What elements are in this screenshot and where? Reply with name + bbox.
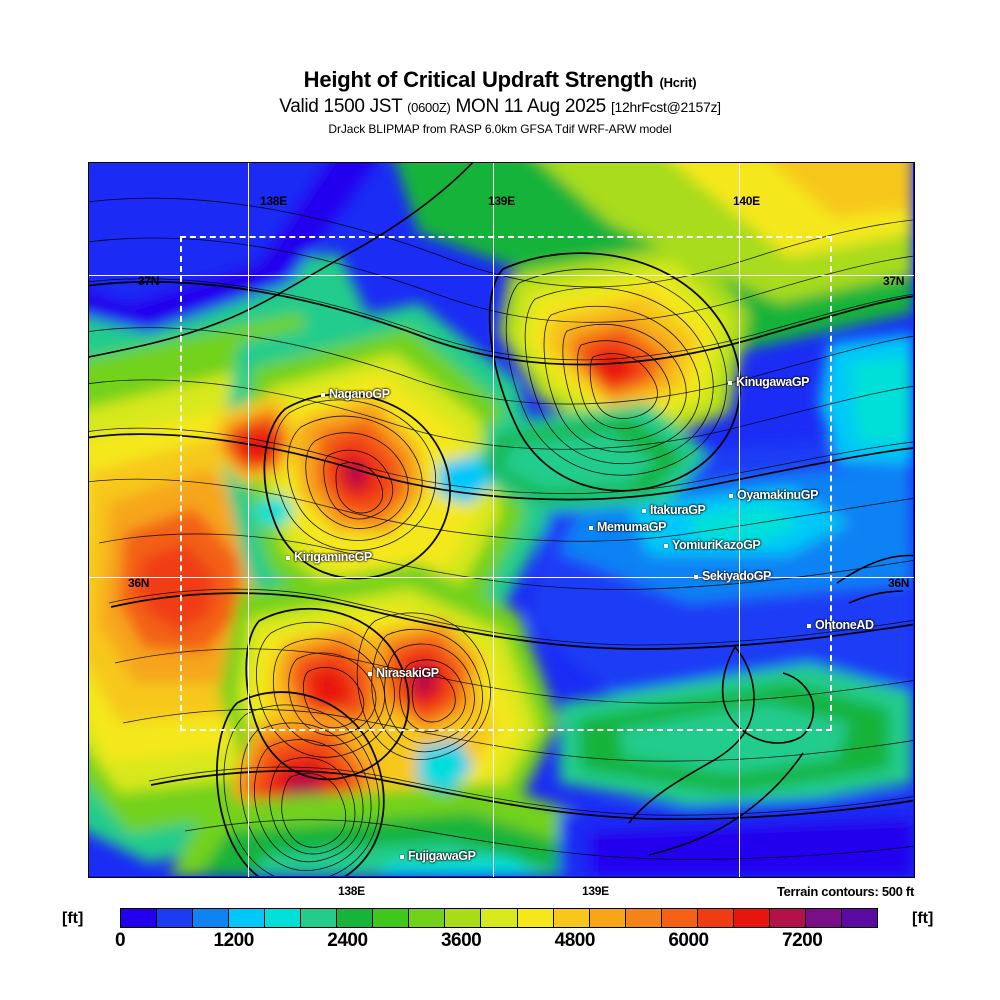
gridline-lat-37n [89,275,914,276]
colorbar-segment-16 [697,909,734,927]
colorbar-segment-10 [481,909,518,927]
colorbar-segment-11 [517,909,554,927]
station-label: FujigawaGP [408,849,476,863]
station-dot-icon [321,392,325,397]
station-dot-icon [729,493,733,498]
station-marker-yomiurikazogp: YomiuriKazoGP [664,538,761,552]
station-dot-icon [400,854,404,859]
colorbar[interactable] [120,908,878,928]
colorbar-segment-19 [805,909,842,927]
station-marker-kinugawagp: KinugawaGP [728,375,809,389]
colorbar-segment-9 [445,909,482,927]
station-label: MemumaGP [597,520,667,534]
station-dot-icon [664,543,668,548]
station-label: KinugawaGP [736,375,810,389]
title-main-text: Height of Critical Updraft Strength [303,67,654,92]
station-label: KirigamineGP [294,550,372,564]
gridline-lat-36n [89,577,914,578]
latitude-label-36n-2: 36N [128,576,150,590]
title-block: Height of Critical Updraft Strength (Hcr… [0,68,1000,138]
station-dot-icon [286,555,290,560]
colorbar-segment-12 [553,909,590,927]
colorbar-segment-17 [733,909,770,927]
latitude-label-37n-1: 37N [883,274,905,288]
longitude-label-139e-1: 139E [488,194,515,208]
latitude-label-37n-0: 37N [138,274,160,288]
page-title: Height of Critical Updraft Strength (Hcr… [0,68,1000,95]
colorbar-tick-1200: 1200 [213,930,255,951]
colorbar-segment-13 [589,909,626,927]
station-marker-oyamakinugp: OyamakinuGP [729,488,818,502]
colorbar-segment-20 [841,909,877,927]
colorbar-tick-7200: 7200 [782,930,823,951]
map-overlay: NaganoGP KinugawaGP OyamakinuGP ItakuraGP Me… [89,163,914,877]
valid-time-local: Valid 1500 JST [279,96,403,117]
station-label: YomiuriKazoGP [672,538,761,552]
station-label: SekiyadoGP [702,569,771,583]
gridline-lon-140e [739,163,740,877]
colorbar-tick-3600: 3600 [440,930,482,951]
colorbar-tick-4800: 4800 [554,930,596,951]
forecast-raster [89,163,913,876]
colorbar-tick-6000: 6000 [668,930,709,951]
bottom-longitude-label-138e: 138E [338,884,365,898]
colorbar-tick-2400: 2400 [327,930,368,951]
terrain-contour-note: Terrain contours: 500 ft [776,884,914,899]
latitude-label-36n-3: 36N [888,576,910,590]
colorbar-segment-8 [409,909,446,927]
station-label: OhtoneAD [815,618,874,632]
station-marker-fujigawagp: FujigawaGP [400,849,476,863]
station-label: NaganoGP [329,387,390,401]
station-marker-ohtonead: OhtoneAD [807,618,874,632]
colorbar-segment-3 [229,909,266,927]
station-dot-icon [694,574,698,579]
colorbar-segment-1 [157,909,194,927]
title-superscript: (Hcrit) [659,75,697,90]
station-label: NirasakiGP [376,666,439,680]
colorbar-segment-7 [373,909,410,927]
station-marker-sekiyadogp: SekiyadoGP [694,569,771,583]
station-label: ItakuraGP [650,503,706,517]
colorbar-segment-15 [661,909,698,927]
colorbar-unit-right: [ft] [912,910,934,927]
bottom-longitude-label-139e: 139E [582,884,609,898]
forecast-domain-box [180,236,832,731]
station-dot-icon [368,671,372,676]
station-dot-icon [642,508,646,513]
colorbar-segment-5 [301,909,338,927]
longitude-label-140e-2: 140E [733,194,760,208]
colorbar-segment-2 [193,909,230,927]
station-marker-naganogp: NaganoGP [321,387,390,401]
colorbar-segment-0 [121,909,158,927]
forecast-tag: [12hrFcst@2157z] [610,99,721,115]
station-label: OyamakinuGP [737,488,819,502]
gridline-lon-139e [493,163,494,877]
colorbar-segment-4 [265,909,302,927]
valid-time-utc: (0600Z) [407,100,451,115]
model-source-line: DrJack BLIPMAP from RASP 6.0km GFSA Tdif… [328,122,672,136]
station-marker-memumagp: MemumaGP [589,520,666,534]
station-dot-icon [807,623,811,628]
valid-time-line: Valid 1500 JST (0600Z) MON 11 Aug 2025 [… [0,95,1000,120]
station-marker-kirigamingp: KirigamineGP [286,550,372,564]
station-marker-itakuragp: ItakuraGP [642,503,706,517]
valid-date: MON 11 Aug 2025 [455,96,607,117]
station-dot-icon [728,380,732,385]
colorbar-unit-left: [ft] [62,910,84,927]
gridline-lon-138e [248,163,249,877]
colorbar-segment-14 [625,909,662,927]
colorbar-segment-18 [769,909,806,927]
station-marker-nirasakigp: NirasakiGP [368,666,439,680]
colorbar-tick-0: 0 [114,930,126,951]
longitude-label-138e-0: 138E [260,194,287,208]
station-dot-icon [589,525,593,530]
map-panel[interactable]: NaganoGP KinugawaGP OyamakinuGP ItakuraGP Me… [88,162,915,878]
colorbar-segment-6 [337,909,374,927]
